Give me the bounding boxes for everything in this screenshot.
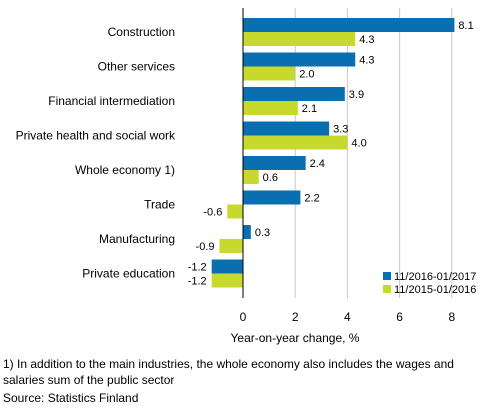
bar-series-2	[219, 239, 243, 253]
bar-series-1	[243, 190, 301, 205]
x-tick-label: 4	[344, 310, 351, 324]
category-label: Private health and social work	[16, 129, 176, 143]
value-label: 2.4	[310, 158, 325, 170]
value-label: 2.2	[304, 193, 319, 205]
value-labels: 8.1 4.3 4.3 2.0 3.9 2.1 3.34.0 2.4 0.6 2.2 -0.6 0.3…	[188, 20, 474, 288]
value-label: 0.6	[263, 172, 278, 184]
x-tick-label: 6	[396, 310, 403, 324]
legend-label: 11/2015-01/2016	[394, 284, 476, 296]
value-label: 4.3	[359, 34, 374, 46]
legend-swatch	[383, 285, 391, 293]
category-label: Financial intermediation	[48, 94, 175, 108]
value-label: 2.0	[299, 69, 314, 81]
gridlines	[294, 8, 453, 298]
bar-series-2	[211, 273, 243, 288]
x-tick-label: 8	[448, 310, 455, 324]
category-label: Other services	[98, 60, 175, 74]
value-label: 2.1	[302, 103, 317, 115]
value-label: -0.9	[196, 241, 215, 253]
category-labels: Construction Other services Financial inte…	[16, 25, 176, 281]
bar-series-1	[211, 259, 243, 274]
bar-series-2	[243, 170, 259, 184]
value-label: 4.3	[359, 55, 374, 67]
value-label: 4.0	[351, 138, 366, 150]
bar-series-2	[243, 101, 298, 115]
footnote: 1) In addition to the main industries, t…	[3, 357, 454, 387]
category-label: Whole economy 1)	[75, 163, 175, 177]
bar-series-2	[243, 135, 348, 150]
legend-swatch	[383, 272, 391, 280]
bar-series-1	[243, 18, 455, 32]
bar-series-1	[243, 121, 330, 136]
value-label: 0.3	[255, 227, 270, 239]
x-axis-label: Year-on-year change, %	[231, 331, 360, 345]
bar-series-2	[243, 32, 356, 46]
category-label: Manufacturing	[99, 232, 175, 246]
x-tick-label: 0	[240, 310, 247, 324]
category-label: Trade	[144, 198, 175, 212]
category-label: Private education	[82, 267, 175, 281]
value-label: -1.2	[188, 262, 207, 274]
value-label: 3.3	[333, 124, 348, 136]
legend-label: 11/2016-01/2017	[394, 271, 476, 283]
bars	[211, 18, 455, 288]
value-label: -0.6	[203, 207, 222, 219]
bar-series-1	[243, 225, 251, 239]
bar-series-1	[243, 156, 306, 170]
value-label: 3.9	[349, 89, 364, 101]
value-label: -1.2	[188, 276, 207, 288]
bar-series-2	[227, 204, 243, 219]
x-axis: 0 2 4 6 8	[240, 8, 455, 324]
bar-series-1	[243, 52, 356, 67]
value-label: 8.1	[458, 20, 473, 32]
bar-series-1	[243, 87, 345, 101]
x-tick-label: 2	[292, 310, 299, 324]
category-label: Construction	[108, 25, 175, 39]
bar-series-2	[243, 66, 296, 81]
source-note: Source: Statistics Finland	[3, 391, 139, 405]
